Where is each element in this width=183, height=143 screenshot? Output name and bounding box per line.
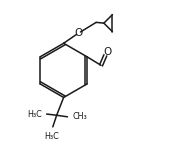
- Text: CH₃: CH₃: [72, 112, 87, 121]
- Text: H₃C: H₃C: [27, 110, 42, 119]
- Text: O: O: [74, 28, 83, 38]
- Text: H₃C: H₃C: [45, 132, 59, 141]
- Text: O: O: [103, 47, 111, 57]
